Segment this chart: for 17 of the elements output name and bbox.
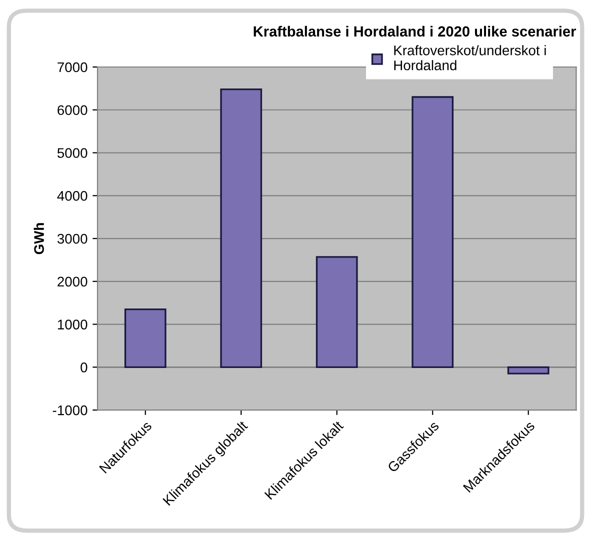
chart-title: Kraftbalanse i Hordaland i 2020 ulike scenarier xyxy=(254,26,576,37)
y-axis-title: GWh xyxy=(34,223,44,254)
bar xyxy=(412,96,454,368)
bar xyxy=(124,308,166,368)
legend-label: Kraftoverskot/underskot i Hordaland xyxy=(394,45,546,70)
bar xyxy=(316,256,358,368)
y-tick-label: 0 xyxy=(80,362,88,372)
y-tick-label: 7000 xyxy=(58,62,88,72)
y-tick-label: 6000 xyxy=(58,105,88,116)
y-tick-label: 2000 xyxy=(58,276,88,287)
bar xyxy=(507,366,550,374)
y-tick-label: 3000 xyxy=(57,234,88,244)
y-tick-label: 4000 xyxy=(57,190,88,201)
y-tick-label: 1000 xyxy=(58,320,88,330)
y-tick-label: 5000 xyxy=(57,148,88,158)
bar xyxy=(220,88,262,368)
y-tick-label: -1000 xyxy=(52,405,88,416)
